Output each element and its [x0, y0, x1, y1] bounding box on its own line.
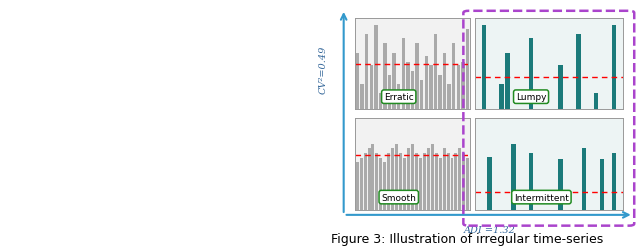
Bar — [411, 72, 414, 110]
Bar — [438, 158, 442, 210]
Bar — [461, 62, 465, 110]
Bar — [356, 54, 359, 110]
Bar — [511, 144, 516, 210]
Bar — [374, 26, 378, 110]
Bar — [407, 149, 410, 210]
Bar — [415, 154, 418, 210]
Bar — [419, 158, 422, 210]
Bar — [505, 54, 509, 110]
Bar — [371, 144, 374, 210]
Bar — [612, 154, 616, 210]
Bar — [451, 158, 454, 210]
Bar — [456, 66, 460, 110]
Bar — [434, 35, 437, 110]
Bar — [443, 149, 445, 210]
Bar — [360, 158, 363, 210]
Text: Lumpy: Lumpy — [516, 93, 547, 102]
Bar — [454, 154, 458, 210]
Bar — [383, 44, 387, 110]
Bar — [431, 144, 434, 210]
Bar — [401, 39, 405, 110]
Bar — [466, 30, 469, 110]
Bar — [576, 35, 580, 110]
Text: Erratic: Erratic — [384, 93, 413, 102]
Bar — [356, 162, 358, 210]
Bar — [383, 162, 387, 210]
Bar — [438, 75, 442, 110]
Bar — [388, 75, 391, 110]
Bar — [467, 158, 469, 210]
Bar — [403, 158, 406, 210]
Bar — [559, 160, 563, 210]
Bar — [395, 144, 398, 210]
Bar — [529, 154, 533, 210]
Bar — [415, 44, 419, 110]
Bar — [387, 154, 390, 210]
Bar — [488, 157, 492, 210]
Bar — [392, 54, 396, 110]
Bar — [364, 154, 367, 210]
Bar — [582, 148, 586, 210]
Bar — [481, 26, 486, 110]
Bar — [452, 44, 456, 110]
Bar — [427, 149, 430, 210]
Bar — [447, 84, 451, 110]
Bar — [399, 154, 402, 210]
Text: CV²=0.49: CV²=0.49 — [319, 45, 328, 94]
Text: ADI =1.32: ADI =1.32 — [463, 226, 516, 234]
Bar — [435, 154, 438, 210]
Text: Smooth: Smooth — [381, 193, 416, 202]
Bar — [447, 154, 449, 210]
Bar — [462, 154, 465, 210]
Bar — [458, 149, 461, 210]
Text: Figure 3: Illustration of irregular time-series: Figure 3: Illustration of irregular time… — [331, 232, 604, 245]
Bar — [612, 26, 616, 110]
Bar — [391, 149, 394, 210]
Bar — [365, 35, 369, 110]
Bar — [406, 62, 410, 110]
Bar — [529, 39, 533, 110]
Bar — [594, 94, 598, 110]
Bar — [376, 154, 378, 210]
Text: Intermittent: Intermittent — [514, 193, 569, 202]
Bar — [420, 81, 424, 110]
Bar — [424, 57, 428, 110]
Bar — [499, 84, 504, 110]
Bar — [559, 66, 563, 110]
Bar — [397, 84, 401, 110]
Bar — [369, 66, 373, 110]
Bar — [367, 149, 371, 210]
Bar — [360, 84, 364, 110]
Bar — [423, 154, 426, 210]
Bar — [411, 144, 414, 210]
Bar — [443, 54, 446, 110]
Bar — [379, 94, 382, 110]
Bar — [600, 160, 604, 210]
Bar — [380, 158, 382, 210]
Bar — [429, 66, 433, 110]
